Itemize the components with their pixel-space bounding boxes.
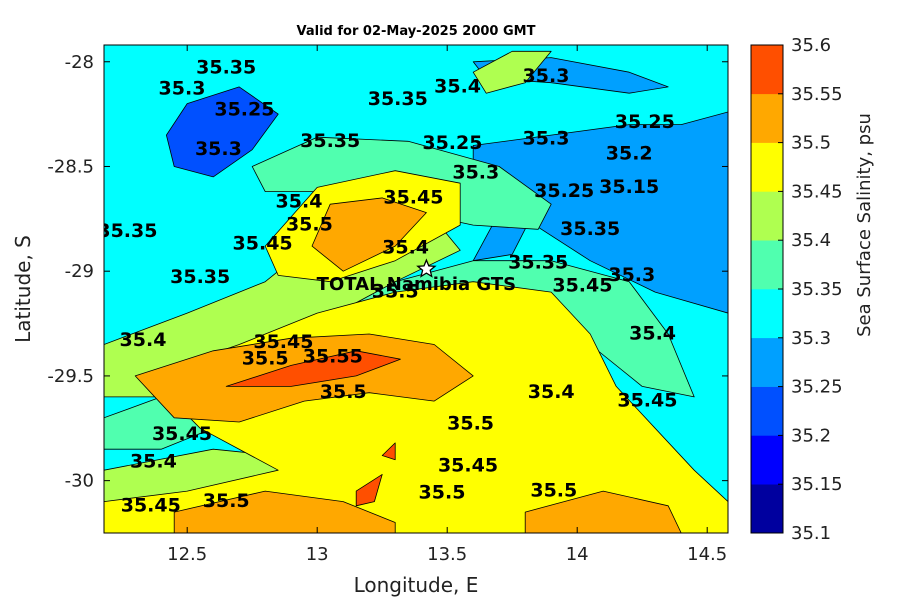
contour-label-38: 35.5	[447, 413, 494, 435]
x-tick-label: 13.5	[427, 544, 467, 565]
colorbar-swatch-3	[751, 337, 783, 387]
colorbar-swatch-1	[751, 435, 783, 485]
contour-region-20	[381, 442, 396, 461]
contour-label-16: 35.35	[508, 251, 568, 273]
contour-label-20: 35.45	[617, 390, 677, 412]
contour-label-26: 35.45	[233, 233, 293, 255]
site-layer: TOTAL Namibia GTS	[317, 258, 516, 295]
contour-label-8: 35.3	[523, 65, 570, 87]
contour-label-3: 35.3	[195, 138, 242, 160]
colorbar-swatch-4	[751, 289, 783, 339]
contour-label-41: 35.5	[530, 480, 577, 502]
contour-region-10	[472, 50, 552, 94]
colorbar-tick-label: 35.5	[791, 133, 831, 154]
colorbar-tick-label: 35.55	[791, 84, 843, 105]
contour-label-21: 35.4	[528, 381, 575, 403]
map-title: Valid for 02-May-2025 2000 GMT	[296, 24, 536, 39]
contour-label-5: 35.35	[368, 88, 428, 110]
colorbar: 35.1 35.15 35.2 35.25 35.3 35.35 35.4 35.45 35.5…	[750, 35, 843, 544]
contour-label-40: 35.5	[419, 482, 466, 504]
y-tick-label: -29	[65, 261, 94, 282]
contour-label-23: 35.5	[286, 214, 333, 236]
contour-label-34: 35.45	[152, 423, 212, 445]
contour-label-13: 35.15	[599, 176, 659, 198]
contour-label-18: 35.45	[552, 274, 612, 296]
contour-region-19	[355, 473, 383, 507]
plot-frame	[103, 44, 729, 534]
colorbar-swatch-2	[751, 386, 783, 436]
x-axis-label: Longitude, E	[354, 573, 479, 597]
y-axis-ticks: -28 -28.5 -29 -29.5 -30	[47, 52, 728, 492]
contour-label-32: 35.55	[303, 346, 363, 368]
colorbar-swatch-6	[751, 191, 783, 241]
x-tick-label: 14.5	[687, 544, 727, 565]
y-axis-label: Latitude, S	[11, 235, 35, 343]
colorbar-swatch-0	[751, 484, 783, 534]
contour-label-33: 35.5	[320, 381, 367, 403]
site-label: TOTAL Namibia GTS	[317, 274, 516, 295]
colorbar-tick-label: 35.6	[791, 35, 831, 56]
contour-label-4: 35.35	[300, 130, 360, 152]
contour-label-7: 35.25	[422, 132, 482, 154]
contour-label-10: 35.3	[452, 161, 499, 183]
contour-label-36: 35.45	[121, 494, 181, 516]
y-tick-label: -28.5	[47, 156, 94, 177]
colorbar-tick-label: 35.35	[791, 279, 843, 300]
contour-region-15	[311, 197, 427, 272]
colorbar-tick-label: 35.15	[791, 474, 843, 495]
contour-label-39: 35.45	[438, 455, 498, 477]
contour-label-30: 35.45	[253, 331, 313, 353]
contour-label-22: 35.4	[276, 191, 323, 213]
contour-region-8	[104, 396, 214, 450]
contour-region-1	[165, 86, 279, 178]
contour-label-12: 35.2	[606, 142, 653, 164]
contour-region-18	[225, 350, 401, 387]
contour-label-27: 35.35	[170, 266, 230, 288]
star-icon	[416, 258, 437, 278]
colorbar-tick-label: 35.4	[791, 230, 831, 251]
y-tick-label: -28	[65, 52, 94, 73]
contour-label-24: 35.45	[383, 186, 443, 208]
y-tick-label: -29.5	[47, 366, 94, 387]
contour-label-0: 35.35	[196, 57, 256, 79]
x-tick-label: 14	[566, 544, 589, 565]
x-tick-label: 12.5	[167, 544, 207, 565]
colorbar-tick-label: 35.3	[791, 328, 831, 349]
contour-label-1: 35.3	[159, 78, 206, 100]
x-axis-ticks: 12.5 13 13.5 14 14.5	[167, 45, 727, 565]
contour-label-9: 35.3	[523, 128, 570, 150]
colorbar-swatch-8	[751, 93, 783, 143]
colorbar-title: Sea Surface Salinity, psu	[854, 113, 875, 337]
contour-region-17	[524, 490, 682, 533]
contour-label-14: 35.25	[534, 180, 594, 202]
x-tick-label: 13	[306, 544, 329, 565]
contour-label-37: 35.5	[203, 490, 250, 512]
colorbar-tick-label: 35.45	[791, 181, 843, 202]
salinity-contour-regions	[104, 50, 728, 533]
contour-label-42: 35.5	[372, 281, 419, 303]
y-tick-label: -30	[65, 471, 94, 492]
contour-label-28: 35.35	[97, 220, 157, 242]
contour-label-29: 35.4	[120, 329, 167, 351]
contour-region-16	[173, 490, 396, 533]
contour-label-2: 35.25	[214, 98, 274, 120]
colorbar-tick-label: 35.25	[791, 377, 843, 398]
contour-label-19: 35.4	[629, 323, 676, 345]
contour-label-17: 35.3	[608, 264, 655, 286]
contour-label-25: 35.4	[382, 237, 429, 259]
contour-label-31: 35.5	[242, 348, 289, 370]
colorbar-swatch-5	[751, 240, 783, 290]
colorbar-tick-label: 35.2	[791, 425, 831, 446]
colorbar-swatch-7	[751, 142, 783, 192]
contour-label-6: 35.4	[434, 75, 481, 97]
contour-label-15: 35.35	[560, 218, 620, 240]
colorbar-swatch-9	[751, 45, 783, 95]
contour-label-35: 35.4	[130, 450, 177, 472]
colorbar-tick-label: 35.1	[791, 523, 831, 544]
contour-label-11: 35.25	[615, 111, 675, 133]
